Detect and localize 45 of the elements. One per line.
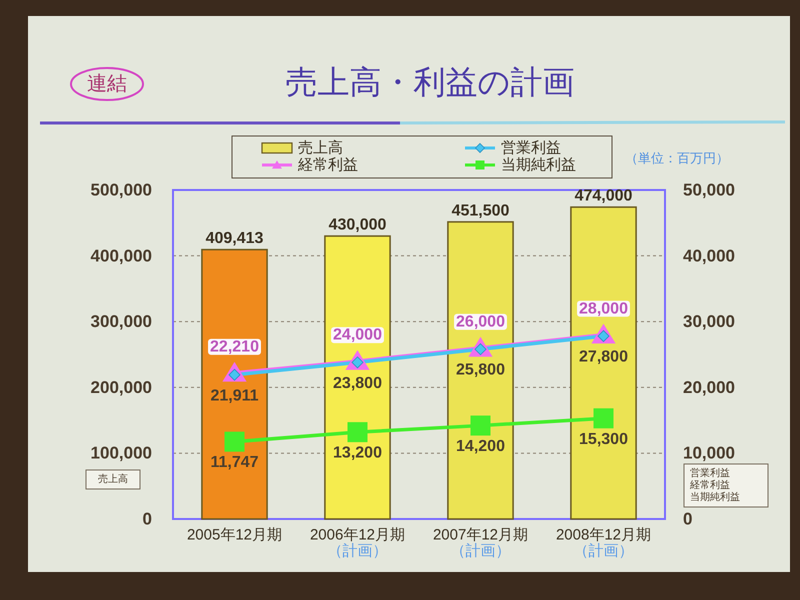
y-tick-label: 100,000	[90, 444, 152, 463]
value-label: 14,200	[456, 438, 505, 456]
y-tick-label: 300,000	[90, 312, 152, 332]
value-label: 474,000	[574, 188, 632, 205]
value-label: 15,300	[579, 430, 628, 448]
point	[470, 416, 490, 436]
y2-axis-title: 営業利益 経常利益 当期純利益	[684, 464, 768, 508]
y-tick-label: 200,000	[90, 378, 152, 397]
legend-label: 営業利益	[501, 140, 561, 156]
point	[594, 408, 614, 428]
legend-label: 当期純利益	[501, 156, 576, 174]
value-label: 21,911	[210, 387, 259, 404]
value-label: 409,413	[206, 230, 264, 248]
y2-tick-label: 0	[683, 510, 692, 528]
value-label: 13,200	[333, 444, 382, 462]
y-tick-label: 500,000	[90, 180, 152, 200]
point	[224, 432, 244, 452]
point	[348, 422, 368, 442]
legend-label: 売上高	[298, 140, 343, 156]
y2-tick-label: 40,000	[683, 246, 735, 266]
y2-tick-label: 20,000	[683, 378, 735, 397]
value-label: 451,500	[452, 202, 510, 220]
y-tick-label: 0	[142, 510, 152, 528]
value-label: 25,800	[456, 362, 505, 379]
x-tick-label: 2007年12月期（計画）	[432, 526, 528, 560]
title: 売上高・利益の計画	[286, 64, 574, 100]
legend-label: 経常利益	[297, 156, 358, 174]
y2-tick-label: 10,000	[683, 444, 735, 463]
x-tick-label: 2005年12月期	[186, 526, 282, 544]
value-label: 26,000	[454, 313, 507, 330]
value-label: 430,000	[328, 216, 386, 234]
x-tick-label: 2006年12月期（計画）	[310, 526, 406, 560]
annotation: （単位：百万円）	[625, 150, 729, 166]
value-label: 11,747	[210, 454, 259, 472]
annotation: 連結	[70, 67, 144, 101]
value-label: 27,800	[579, 348, 628, 366]
value-label: 24,000	[331, 326, 384, 344]
value-label: 22,210	[208, 338, 261, 356]
y-axis-title: 売上高	[86, 470, 140, 490]
value-label: 28,000	[577, 300, 630, 318]
y-tick-label: 400,000	[90, 246, 152, 266]
y2-tick-label: 50,000	[683, 180, 735, 200]
value-label: 23,800	[333, 374, 382, 392]
x-tick-label: 2008年12月期（計画）	[556, 526, 652, 560]
y2-tick-label: 30,000	[683, 312, 735, 332]
